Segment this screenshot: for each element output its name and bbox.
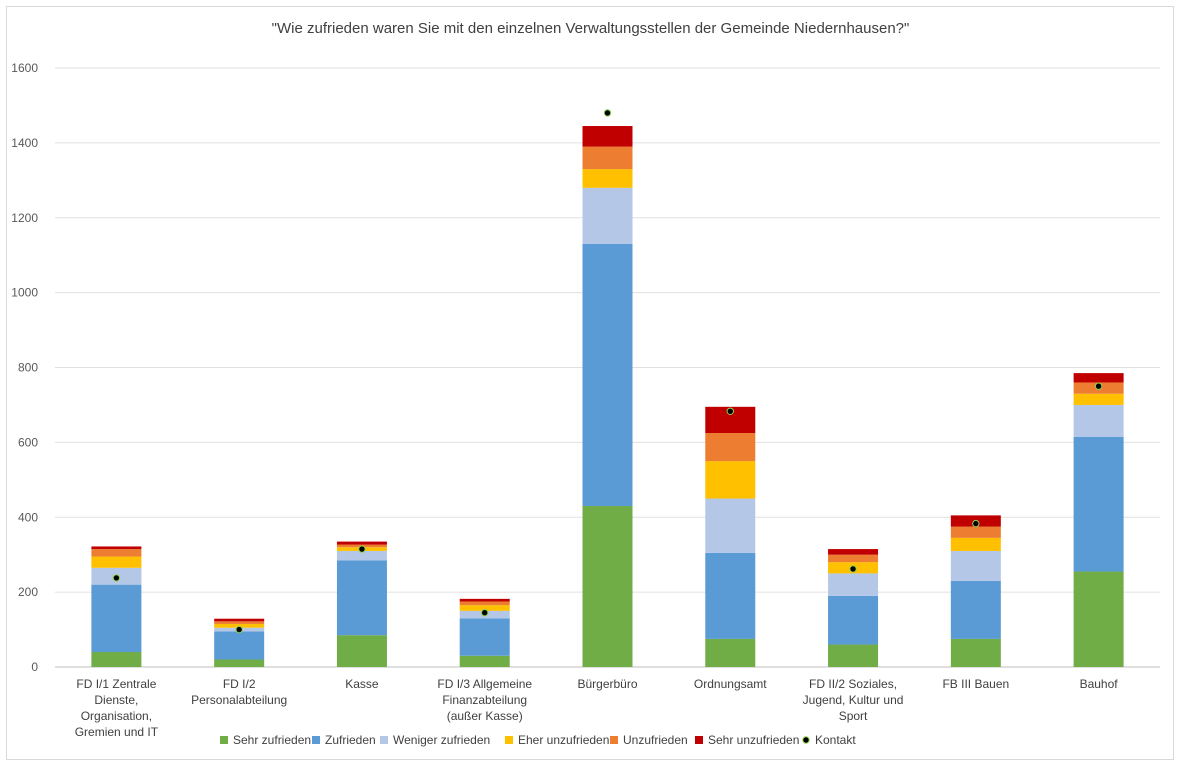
bar-segment	[459, 618, 510, 656]
category-label: Bauhof	[1080, 677, 1119, 691]
bar-segment	[459, 601, 510, 606]
bar-segment	[91, 584, 142, 653]
bar-segment	[828, 644, 879, 667]
y-tick-label: 0	[31, 660, 38, 674]
bar-segment	[459, 655, 510, 667]
category-label: Dienste,	[94, 693, 138, 707]
y-tick-label: 1400	[11, 136, 38, 150]
kontakt-marker	[972, 519, 980, 528]
category-label: Finanzabteilung	[442, 693, 527, 707]
category-label: FD I/3 Allgemeine	[437, 677, 532, 691]
legend-swatch	[505, 736, 513, 744]
legend-label: Weniger zufrieden	[393, 733, 490, 747]
category-label: (außer Kasse)	[447, 709, 523, 723]
category-label: Ordnungsamt	[694, 677, 767, 691]
bar-segment	[91, 549, 142, 557]
bar-segment	[336, 541, 387, 545]
category-label: Bürgerbüro	[577, 677, 637, 691]
legend-label: Kontakt	[815, 733, 856, 747]
legend-marker-kontakt	[802, 736, 810, 744]
bar-segment	[91, 546, 142, 550]
category-label: FD I/2	[223, 677, 256, 691]
bar-segment	[828, 595, 879, 645]
category-label: Organisation,	[81, 709, 152, 723]
bar-segment	[336, 550, 387, 561]
y-tick-label: 200	[18, 585, 38, 599]
bar-segment	[582, 169, 633, 188]
kontakt-marker	[849, 565, 857, 573]
bar-segment	[950, 638, 1001, 667]
category-label: Personalabteilung	[191, 693, 287, 707]
legend-swatch	[380, 736, 388, 744]
bar-segment	[828, 573, 879, 596]
bar-segment	[1073, 373, 1124, 383]
bar-segment	[705, 498, 756, 553]
bar-segment	[214, 659, 265, 667]
bar-segment	[950, 550, 1001, 581]
bar-segment	[950, 526, 1001, 538]
kontakt-marker	[1094, 382, 1103, 390]
bar-segment	[459, 598, 510, 602]
bar-segment	[91, 652, 142, 667]
kontakt-marker	[481, 609, 489, 617]
bar-segment	[336, 635, 387, 667]
bar-segment	[705, 552, 756, 639]
legend-label: Sehr zufrieden	[233, 733, 311, 747]
category-label: FD I/1 Zentrale	[76, 677, 156, 691]
y-tick-label: 1000	[11, 286, 38, 300]
y-tick-label: 1200	[11, 211, 38, 225]
bar-segment	[1073, 436, 1124, 572]
bar-segment	[705, 433, 756, 462]
kontakt-marker	[235, 625, 243, 634]
legend-label: Sehr unzufrieden	[708, 733, 799, 747]
bar-segment	[336, 560, 387, 636]
bar-segment	[582, 146, 633, 170]
bar-segment	[705, 638, 756, 667]
y-tick-label: 1600	[11, 61, 38, 75]
bar-segment	[214, 618, 265, 622]
bar-segment	[582, 506, 633, 667]
legend-swatch	[220, 736, 228, 744]
legend-label: Eher unzufrieden	[518, 733, 609, 747]
bar-segment	[214, 621, 265, 624]
bar-segment	[1073, 404, 1124, 437]
category-label: Kasse	[345, 677, 379, 691]
legend-swatch	[695, 736, 703, 744]
category-label: Jugend, Kultur und	[803, 693, 904, 707]
y-tick-label: 800	[18, 361, 38, 375]
category-label: Gremien und IT	[75, 725, 159, 739]
legend-swatch	[610, 736, 618, 744]
bar-segment	[214, 623, 265, 628]
legend-swatch	[312, 736, 320, 744]
bar-segment	[950, 580, 1001, 639]
category-label: FD II/2 Soziales,	[809, 677, 897, 691]
bar-segment	[214, 631, 265, 660]
bar-segment	[828, 554, 879, 563]
bar-segment	[91, 556, 142, 568]
kontakt-marker	[112, 574, 121, 582]
bar-segment	[582, 126, 633, 147]
y-tick-label: 600	[18, 435, 38, 449]
category-label: FB III Bauen	[942, 677, 1009, 691]
kontakt-marker	[358, 545, 366, 553]
bar-segment	[950, 537, 1001, 551]
bar-segment	[582, 243, 633, 507]
category-label: Sport	[839, 709, 868, 723]
bar-segment	[459, 605, 510, 611]
legend-label: Unzufrieden	[623, 733, 688, 747]
y-tick-label: 400	[18, 510, 38, 524]
bar-segment	[1073, 571, 1124, 667]
bar-segment	[705, 461, 756, 499]
kontakt-marker	[726, 407, 734, 416]
bar-segment	[582, 187, 633, 244]
kontakt-marker	[603, 109, 612, 117]
bar-segment	[828, 549, 879, 555]
bar-segment	[1073, 393, 1124, 405]
legend-label: Zufrieden	[325, 733, 376, 747]
chart-title: "Wie zufrieden waren Sie mit den einzeln…	[271, 20, 910, 37]
